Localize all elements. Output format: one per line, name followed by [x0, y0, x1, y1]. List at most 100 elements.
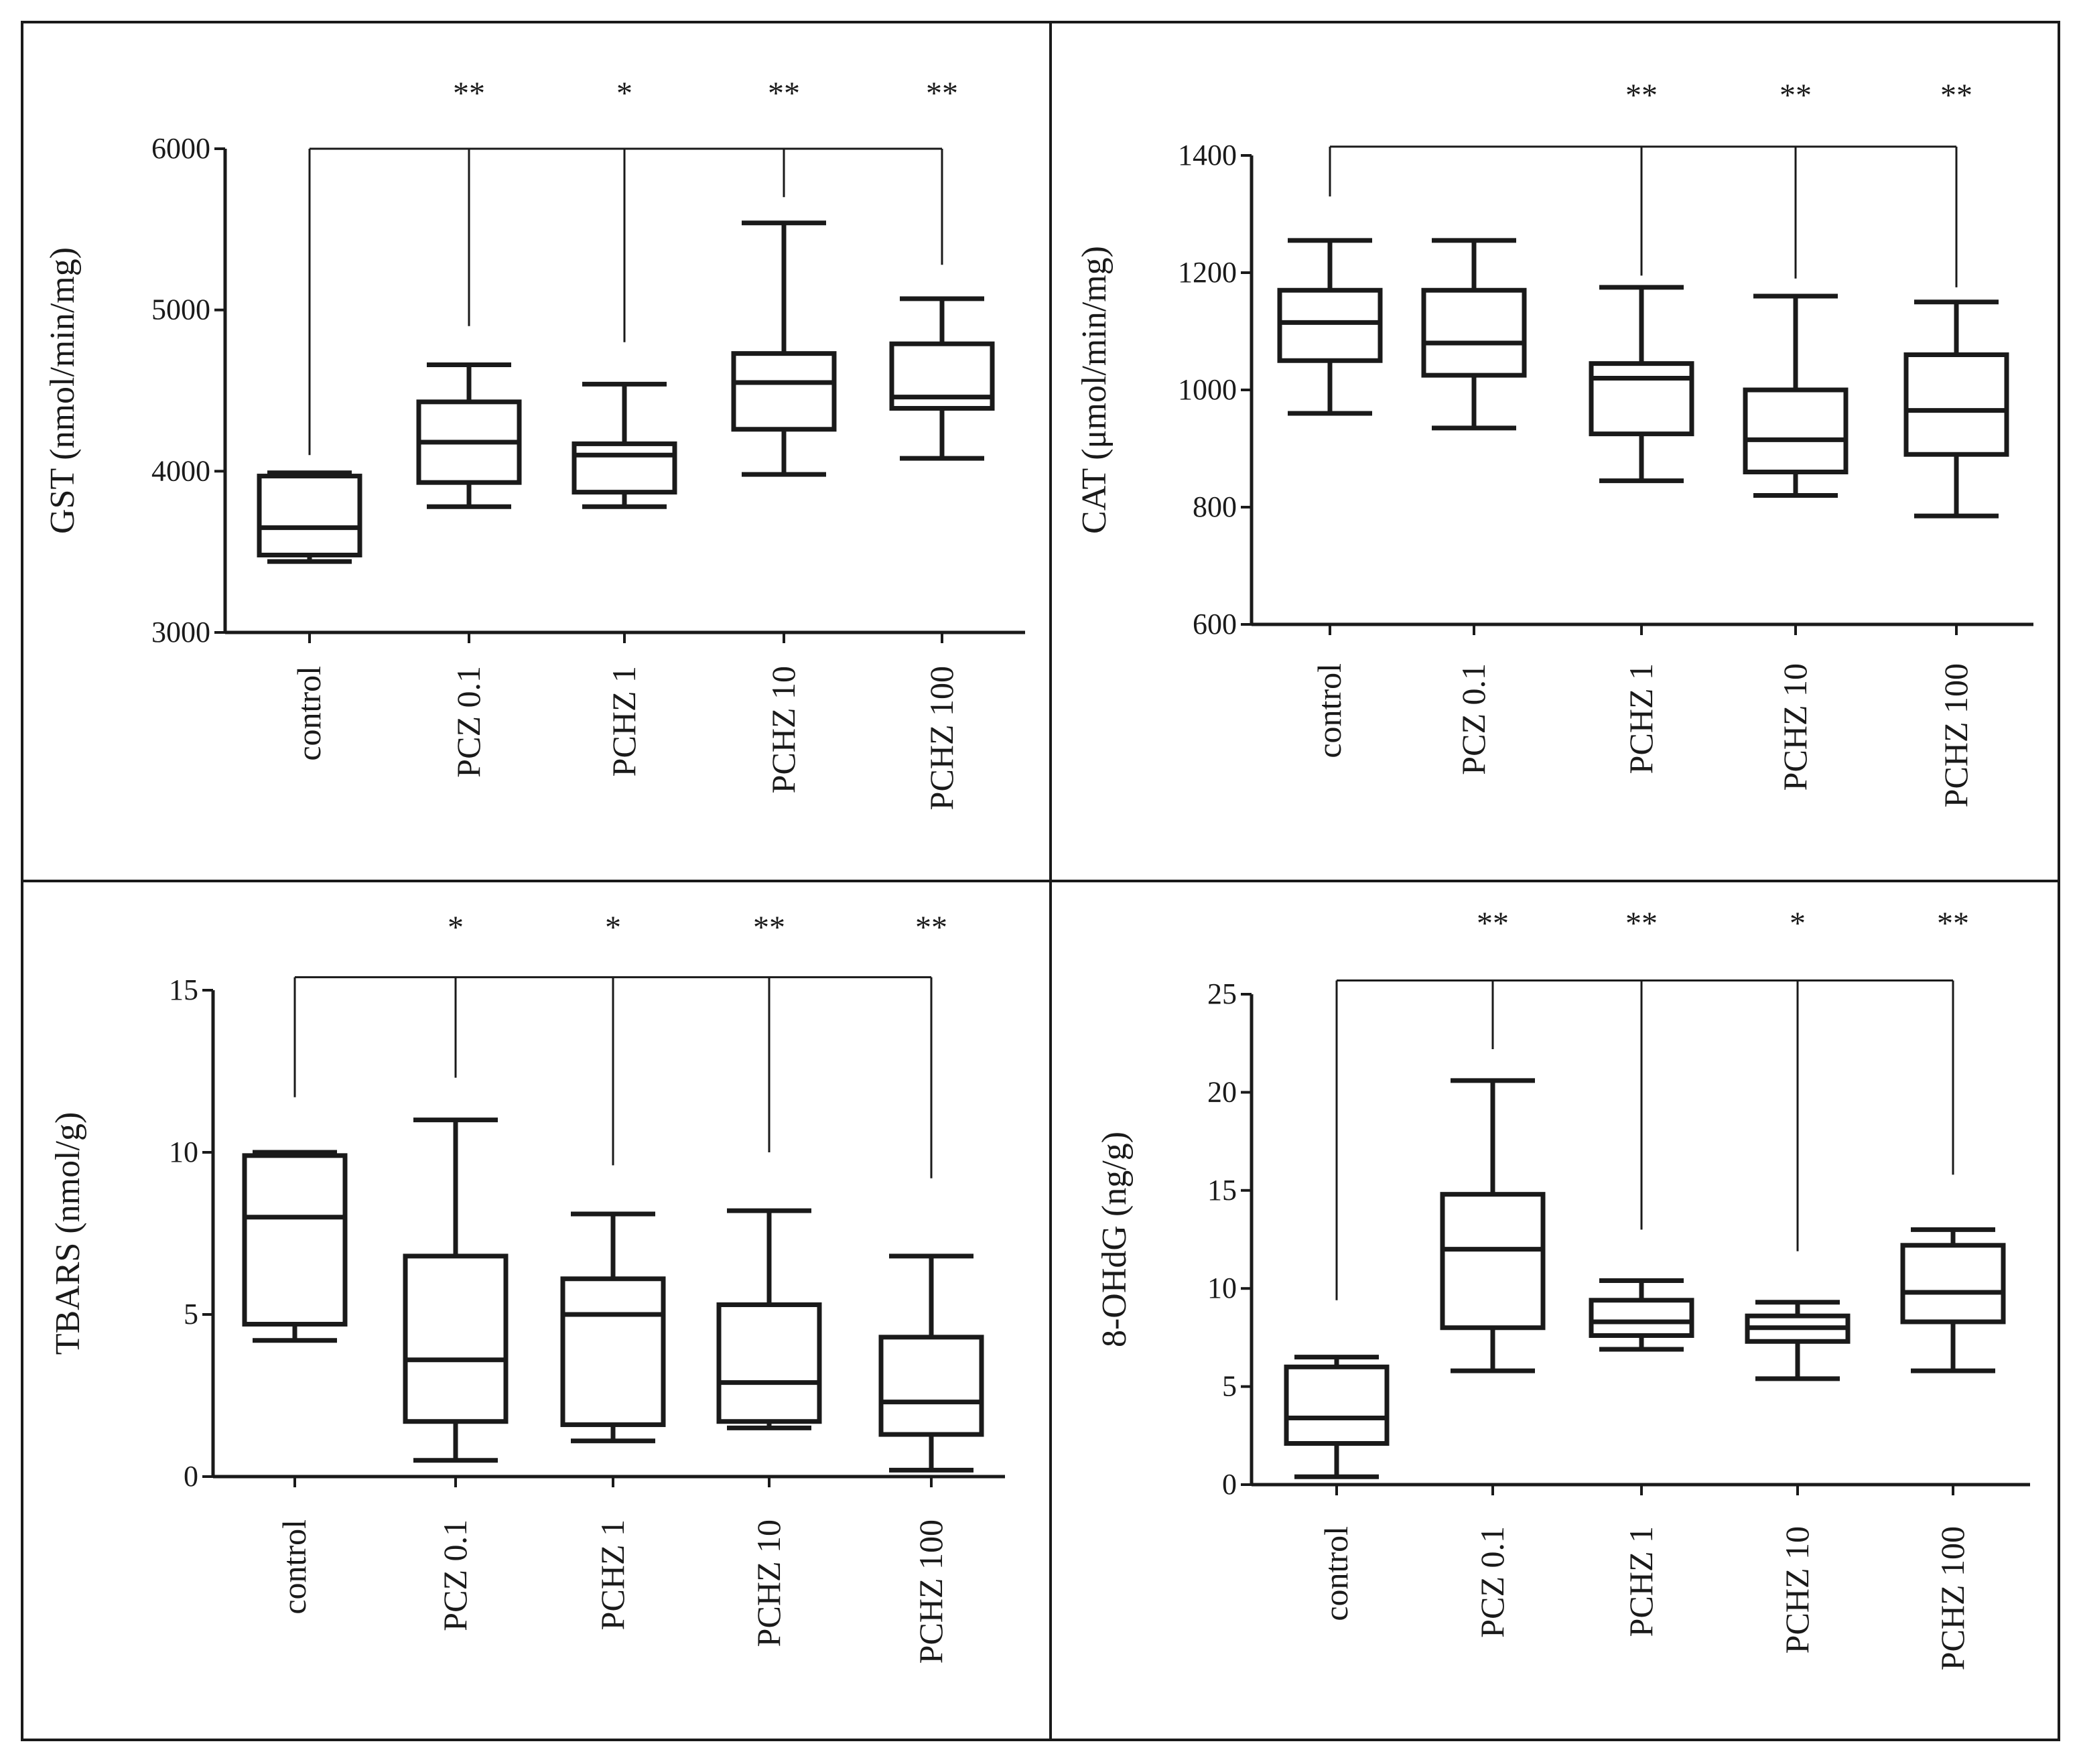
y-axis-label: CAT (μmol/min/mg) — [1075, 246, 1114, 534]
box-pchz-1 — [572, 381, 677, 509]
significance-mark: ** — [1625, 78, 1658, 113]
iqr-box — [716, 1302, 822, 1424]
box-pcz-0-1 — [1440, 1078, 1546, 1373]
y-tick-label: 20 — [1207, 1075, 1237, 1108]
iqr-box — [731, 351, 837, 432]
box-pchz-10 — [1743, 293, 1849, 498]
box-pchz-1 — [1589, 1278, 1694, 1352]
significance-mark: ** — [453, 76, 485, 111]
iqr-box — [257, 474, 362, 557]
box-pcz-0-1 — [403, 1117, 509, 1463]
y-tick-label: 6000 — [151, 132, 210, 165]
box-control — [1284, 1355, 1390, 1479]
significance-mark: ** — [915, 910, 947, 945]
box-control — [257, 470, 362, 564]
y-tick-label: 0 — [184, 1460, 198, 1493]
x-tick-label: PCHZ 10 — [1776, 663, 1814, 791]
iqr-box — [878, 1335, 984, 1437]
y-axis-label: 8-OHdG (ng/g) — [1095, 1132, 1134, 1347]
y-tick-label: 15 — [1207, 1174, 1237, 1207]
y-tick-label: 5 — [184, 1298, 198, 1331]
iqr-box — [1589, 1298, 1694, 1338]
iqr-box — [1743, 387, 1849, 474]
y-tick-label: 5 — [1222, 1370, 1237, 1403]
significance-mark: * — [1790, 906, 1806, 941]
x-tick-label: control — [275, 1519, 313, 1615]
y-tick-label: 800 — [1193, 490, 1237, 523]
y-tick-label: 1400 — [1178, 139, 1237, 172]
x-tick-label: PCZ 0.1 — [1455, 663, 1492, 775]
y-tick-label: 3000 — [151, 616, 210, 649]
significance-mark: ** — [1780, 78, 1812, 113]
y-tick-label: 5000 — [151, 293, 210, 326]
x-tick-label: PCHZ 1 — [1622, 1526, 1660, 1637]
x-tick-label: PCHZ 1 — [1622, 663, 1660, 774]
chart-panel-ohdg: 0 5 10 15 20 25 8-OHdG (ng/g) control PCZ 0.1 PCH… — [1095, 906, 2030, 1670]
y-tick-label: 1200 — [1178, 256, 1237, 289]
significance-mark: ** — [1937, 906, 1969, 941]
x-tick-label: control — [1311, 663, 1348, 758]
x-tick-label: PCHZ 100 — [1934, 1526, 1971, 1670]
y-tick-label: 1000 — [1178, 373, 1237, 406]
significance-mark: * — [448, 910, 464, 945]
iqr-box — [1440, 1192, 1546, 1331]
box-pchz-1 — [560, 1211, 666, 1444]
box-pchz-10 — [731, 220, 837, 477]
significance-mark: ** — [926, 76, 958, 111]
x-tick-label: PCHZ 10 — [750, 1519, 787, 1647]
x-tick-label: control — [1317, 1526, 1355, 1621]
iqr-box — [1589, 361, 1694, 437]
y-tick-label: 4000 — [151, 454, 210, 487]
iqr-box — [560, 1276, 666, 1428]
chart-panel-cat: 600 800 1000 1200 1400 CAT (μmol/min/mg) contr… — [1075, 78, 2033, 807]
box-pchz-10 — [716, 1208, 822, 1430]
x-tick-label: PCHZ 10 — [764, 666, 802, 793]
y-tick-label: 25 — [1207, 977, 1237, 1010]
x-tick-label: PCZ 0.1 — [1473, 1526, 1511, 1638]
significance-mark: * — [605, 910, 621, 945]
iqr-box — [1900, 1243, 2006, 1325]
x-tick-label: PCHZ 100 — [912, 1519, 949, 1664]
iqr-box — [1277, 287, 1383, 363]
x-tick-label: PCHZ 1 — [594, 1519, 631, 1630]
significance-mark: ** — [1477, 906, 1509, 941]
significance-mark: ** — [1940, 78, 1972, 113]
y-tick-label: 0 — [1222, 1468, 1237, 1501]
chart-panel-tbars: 0 5 10 15 TBARS (nmol/g) control PCZ 0.1 PCHZ 1… — [49, 910, 1005, 1664]
y-axis-label: TBARS (nmol/g) — [49, 1112, 87, 1355]
box-pchz-10 — [1745, 1300, 1851, 1381]
iqr-box — [1421, 287, 1527, 378]
box-pchz-100 — [1903, 299, 2009, 519]
y-tick-label: 600 — [1193, 608, 1237, 640]
box-pchz-100 — [889, 296, 995, 461]
iqr-box — [403, 1253, 509, 1424]
significance-mark: * — [616, 76, 632, 111]
chart-panel-gst: 3000 4000 5000 6000 GST (nmol/min/mg) control… — [44, 76, 1025, 810]
x-tick-label: PCHZ 100 — [923, 666, 960, 810]
x-tick-label: PCZ 0.1 — [450, 666, 487, 778]
x-tick-label: control — [290, 666, 328, 761]
x-tick-label: PCHZ 100 — [1937, 663, 1974, 807]
iqr-box — [572, 441, 677, 495]
box-pchz-100 — [878, 1253, 984, 1473]
box-control — [1277, 238, 1383, 416]
iqr-box — [1284, 1364, 1390, 1446]
box-control — [242, 1150, 348, 1343]
significance-mark: ** — [1625, 906, 1658, 941]
y-tick-label: 10 — [169, 1136, 198, 1168]
box-pchz-100 — [1900, 1227, 2006, 1373]
significance-mark: ** — [753, 910, 785, 945]
x-tick-label: PCHZ 10 — [1778, 1526, 1816, 1653]
x-tick-label: PCZ 0.1 — [436, 1519, 474, 1631]
y-axis-label: GST (nmol/min/mg) — [44, 247, 82, 534]
y-tick-label: 15 — [169, 973, 198, 1006]
iqr-box — [242, 1153, 348, 1327]
box-pcz-0-1 — [1421, 238, 1527, 431]
y-tick-label: 10 — [1207, 1272, 1237, 1304]
significance-mark: ** — [768, 76, 800, 111]
box-pchz-1 — [1589, 285, 1694, 484]
box-pcz-0-1 — [416, 362, 522, 509]
